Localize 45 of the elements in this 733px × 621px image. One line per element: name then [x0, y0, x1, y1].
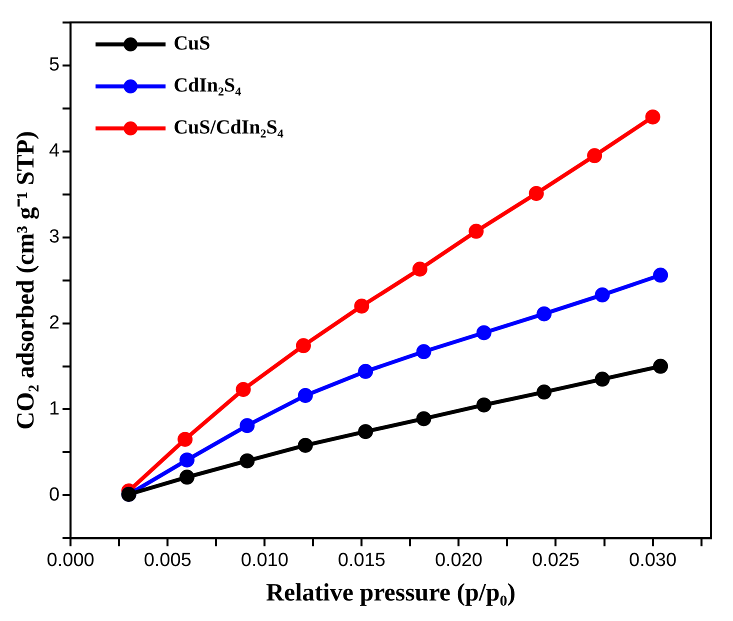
point [594, 287, 610, 302]
y-axis-title: CO₂ adsorbed (cm³ g⁻¹ STP) [12, 131, 40, 430]
x-axis-title: Relative pressure (p/p₀) [266, 579, 516, 606]
point [476, 325, 492, 340]
x-tick-label: 0.020 [434, 550, 482, 571]
x-tick-label: 0.000 [46, 550, 94, 571]
x-tick-label: 0.015 [338, 550, 386, 571]
point [240, 453, 255, 468]
point [180, 470, 195, 485]
x-tick-label: 0.010 [240, 550, 288, 571]
point [298, 388, 313, 403]
y-tick-label: 5 [48, 54, 60, 76]
point [298, 438, 313, 453]
point [645, 109, 660, 124]
x-tick-label: 0.005 [144, 550, 192, 571]
point [178, 432, 193, 447]
point [468, 224, 484, 239]
y-tick-label: 4 [48, 140, 60, 162]
legend-label: CuS/CdIn₂S₄ [174, 116, 284, 139]
point [587, 148, 602, 164]
point [653, 268, 668, 283]
point [296, 338, 311, 354]
point [236, 382, 251, 397]
point [240, 418, 255, 434]
point [358, 364, 374, 379]
point [528, 186, 544, 201]
point [354, 298, 370, 314]
point [180, 452, 195, 468]
x-tick-label: 0.025 [532, 550, 580, 571]
x-tick-label: 0.030 [629, 550, 677, 571]
point [412, 262, 428, 277]
point [476, 397, 492, 412]
point [594, 372, 610, 387]
y-tick-label: 2 [48, 312, 60, 334]
y-tick-label: 1 [48, 398, 60, 420]
point [416, 344, 432, 360]
y-tick-label: 0 [48, 484, 60, 506]
y-tick-label: 3 [48, 226, 60, 248]
point [536, 384, 552, 400]
point [653, 358, 668, 374]
point [416, 411, 432, 426]
legend-label: CuS [174, 32, 210, 55]
point [358, 424, 374, 440]
legend-label: CdIn₂S₄ [174, 74, 242, 97]
point [536, 306, 552, 322]
